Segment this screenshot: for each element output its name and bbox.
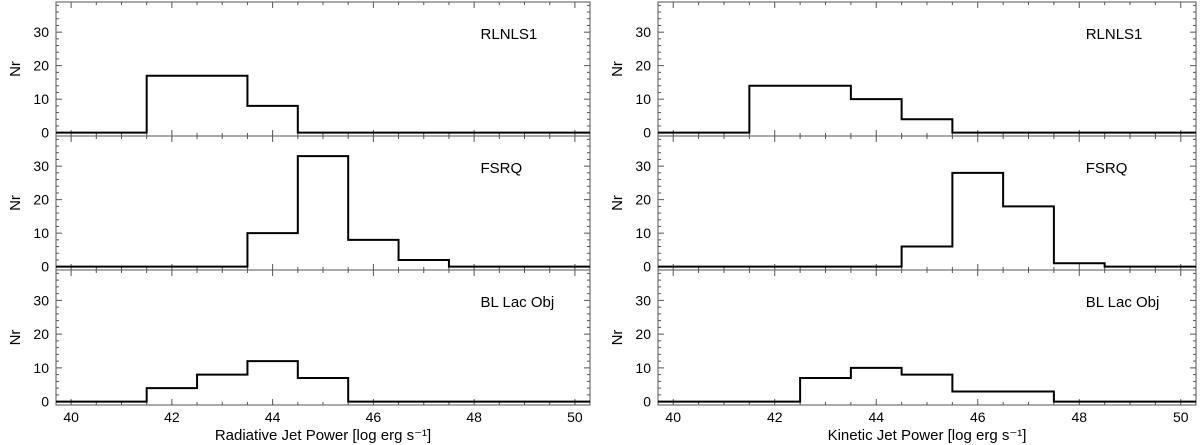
histogram-series [658, 171, 1196, 268]
y-tick-label: 20 [33, 192, 49, 208]
histogram-series [56, 74, 590, 134]
y-tick-label: 10 [33, 91, 49, 107]
y-tick-label: 30 [33, 158, 49, 174]
x-tick-label: 46 [970, 409, 986, 425]
y-axis-label: Nr [609, 61, 626, 77]
x-axis-label: Radiative Jet Power [log erg s⁻¹] [215, 427, 431, 444]
chart-kinetic: 0 10 20 30 Nr RLNLS1 0 10 20 30 Nr FSRQ 0 10 20 30 Nr BL … [609, 1, 1197, 444]
panel-frame [657, 135, 1197, 271]
histogram-series [56, 155, 590, 268]
y-tick-label: 10 [33, 225, 49, 241]
x-tick-label: 44 [868, 409, 884, 425]
x-tick-label: 40 [63, 409, 79, 425]
x-tick-label: 44 [265, 409, 281, 425]
y-axis-label: Nr [7, 195, 24, 211]
panel-frame [55, 269, 591, 406]
panel-rlnls1: 0 10 20 30 Nr RLNLS1 [609, 1, 1197, 141]
y-tick-label: 0 [41, 394, 49, 410]
y-tick-label: 20 [635, 326, 651, 342]
panel-fsrq: 0 10 20 30 Nr FSRQ [609, 135, 1197, 275]
panel-label: RLNLS1 [481, 26, 538, 43]
y-tick-label: 0 [643, 259, 651, 275]
x-tick-label: 40 [665, 409, 681, 425]
panel-frame [657, 1, 1197, 137]
chart-radiative: 0 10 20 30 Nr RLNLS1 0 10 20 30 Nr FSRQ 0 10 20 30 Nr BL … [7, 1, 591, 444]
x-axis-label: Kinetic Jet Power [log erg s⁻¹] [828, 427, 1027, 444]
x-tick-label: 50 [567, 409, 583, 425]
y-tick-label: 30 [635, 292, 651, 308]
y-axis-label: Nr [609, 330, 626, 346]
panel-bl-lac-obj: 0 10 20 30 Nr BL Lac Obj [609, 269, 1197, 410]
y-tick-label: 10 [635, 91, 651, 107]
y-axis-label: Nr [609, 195, 626, 211]
y-tick-label: 30 [33, 292, 49, 308]
y-tick-label: 20 [635, 58, 651, 74]
panel-frame [657, 269, 1197, 406]
x-tick-label: 46 [366, 409, 382, 425]
y-tick-label: 30 [635, 24, 651, 40]
x-tick-label: 42 [767, 409, 783, 425]
panel-frame [55, 1, 591, 137]
panel-label: RLNLS1 [1086, 26, 1143, 43]
panel-label: FSRQ [481, 160, 523, 177]
y-tick-label: 0 [643, 394, 651, 410]
x-tick-label: 48 [1071, 409, 1087, 425]
y-tick-label: 30 [33, 24, 49, 40]
y-axis-label: Nr [7, 330, 24, 346]
y-tick-label: 10 [33, 360, 49, 376]
panel-label: BL Lac Obj [481, 294, 555, 311]
x-tick-label: 42 [164, 409, 180, 425]
histogram-series [658, 84, 1196, 134]
y-axis-label: Nr [7, 61, 24, 77]
panel-bl-lac-obj: 0 10 20 30 Nr BL Lac Obj [7, 269, 591, 410]
panel-label: BL Lac Obj [1086, 294, 1160, 311]
y-tick-label: 10 [635, 225, 651, 241]
histogram-series [658, 366, 1196, 403]
y-tick-label: 20 [33, 58, 49, 74]
x-tick-label: 48 [466, 409, 482, 425]
x-tick-label: 50 [1173, 409, 1189, 425]
y-tick-label: 20 [33, 326, 49, 342]
histogram-series [56, 360, 590, 403]
panel-label: FSRQ [1086, 160, 1128, 177]
y-tick-label: 0 [643, 125, 651, 141]
panel-rlnls1: 0 10 20 30 Nr RLNLS1 [7, 1, 591, 141]
y-tick-label: 0 [41, 125, 49, 141]
y-tick-label: 20 [635, 192, 651, 208]
y-tick-label: 0 [41, 259, 49, 275]
panel-fsrq: 0 10 20 30 Nr FSRQ [7, 135, 591, 275]
y-tick-label: 10 [635, 360, 651, 376]
y-tick-label: 30 [635, 158, 651, 174]
